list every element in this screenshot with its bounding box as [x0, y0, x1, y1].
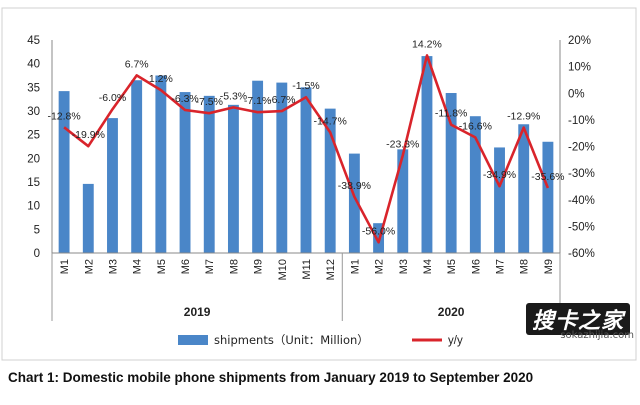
x-tick-label: M11: [301, 259, 313, 280]
left-tick-label: 45: [27, 35, 40, 47]
x-tick-label: M2: [374, 259, 386, 274]
right-tick-label: 0%: [568, 88, 585, 100]
data-label: -1.5%: [292, 80, 319, 92]
bar: [131, 80, 142, 253]
bar: [83, 184, 94, 253]
left-tick-label: 5: [34, 224, 40, 236]
x-tick-label: M5: [446, 259, 458, 274]
x-tick-label: M5: [156, 259, 168, 274]
data-label: -11.8%: [435, 108, 468, 120]
watermark-url: sokazhijia.com: [560, 330, 634, 341]
legend-bar-label: shipments（Unit：Million）: [214, 333, 369, 347]
data-label: -12.8%: [47, 110, 80, 122]
left-tick-label: 0: [34, 248, 40, 260]
data-label: -38.9%: [338, 180, 371, 192]
bar: [180, 92, 191, 253]
x-tick-label: M7: [495, 259, 507, 274]
left-tick-label: 40: [27, 59, 40, 71]
left-tick-label: 35: [27, 82, 40, 94]
left-tick-label: 10: [27, 201, 40, 213]
x-tick-label: M6: [470, 259, 482, 274]
group-label: 2020: [438, 305, 465, 319]
right-tick-label: -40%: [568, 195, 595, 207]
bar: [301, 87, 312, 253]
x-tick-label: M9: [253, 259, 265, 274]
left-tick-label: 20: [27, 153, 40, 165]
right-tick-label: -30%: [568, 168, 595, 180]
bar: [155, 76, 166, 254]
x-tick-label: M9: [543, 259, 555, 274]
legend-bar-swatch: [178, 335, 208, 345]
chart-caption: Chart 1: Domestic mobile phone shipments…: [8, 370, 632, 385]
data-label: 1.2%: [149, 73, 173, 85]
right-tick-label: -20%: [568, 142, 595, 154]
bar: [422, 56, 433, 253]
x-tick-label: M10: [277, 259, 289, 280]
x-tick-label: M4: [422, 259, 434, 274]
x-tick-label: M6: [180, 259, 192, 274]
x-tick-label: M1: [349, 259, 361, 274]
left-tick-label: 30: [27, 106, 40, 118]
data-label: -12.9%: [507, 111, 540, 123]
data-label: -56.0%: [362, 225, 395, 237]
data-label: 14.2%: [412, 38, 442, 50]
data-label: -6.7%: [268, 94, 295, 106]
right-tick-label: 20%: [568, 35, 591, 47]
x-tick-label: M2: [83, 259, 95, 274]
right-tick-label: -60%: [568, 248, 595, 260]
bar: [228, 105, 239, 253]
data-label: -35.6%: [531, 171, 564, 183]
bar: [107, 118, 118, 253]
left-tick-label: 15: [27, 177, 40, 189]
x-tick-label: M3: [398, 259, 410, 274]
x-tick-label: M7: [204, 259, 216, 274]
bar: [518, 124, 529, 253]
bar: [204, 96, 215, 253]
legend-line-label: y/y: [448, 335, 463, 347]
left-tick-label: 25: [27, 130, 40, 142]
data-label: -16.6%: [459, 120, 492, 132]
x-tick-label: M4: [132, 259, 144, 274]
data-label: -14.7%: [314, 115, 347, 127]
x-tick-label: M1: [59, 259, 71, 274]
x-tick-label: M12: [325, 259, 337, 280]
chart-svg: 0 5 10 15 20 25 30 35 40 45 -60% -50% -40% -30% -20% -…: [0, 0, 640, 405]
data-label: -6.0%: [99, 92, 126, 104]
right-tick-label: -50%: [568, 221, 595, 233]
data-label: -23.3%: [386, 138, 419, 150]
x-tick-label: M8: [519, 259, 531, 274]
right-tick-label: -10%: [568, 115, 595, 127]
x-tick-label: M8: [228, 259, 240, 274]
data-label: -34.9%: [483, 169, 516, 181]
bar: [542, 142, 553, 253]
group-label: 2019: [184, 305, 211, 319]
data-label: 6.7%: [125, 58, 149, 70]
data-label: -19.9%: [72, 129, 105, 141]
right-tick-label: 10%: [568, 62, 591, 74]
x-tick-label: M3: [107, 259, 119, 274]
bar: [494, 147, 505, 253]
